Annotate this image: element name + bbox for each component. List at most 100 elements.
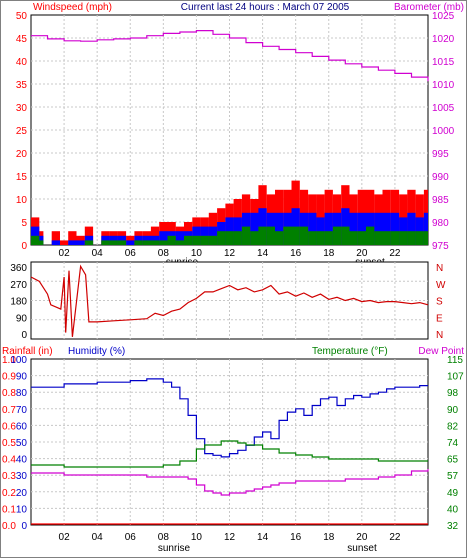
- wind-low-bar: [192, 235, 201, 245]
- rainfall-tick-label: 0.9: [2, 372, 16, 383]
- rain-hum-temp-frame: [30, 358, 429, 526]
- windspeed-tick-label: 25: [16, 126, 28, 137]
- temperature-tick-label: 98: [447, 388, 459, 399]
- rainfall-tick-label: 1.0: [2, 355, 16, 366]
- x-tick-label: 04: [92, 532, 104, 543]
- humidity-tick-label: 40: [16, 455, 28, 466]
- direction-degree-tick: 0: [21, 330, 27, 341]
- wind-low-bar: [332, 226, 342, 245]
- x-tick-label: 18: [323, 532, 335, 543]
- barometer-tick-label: 975: [432, 241, 449, 252]
- direction-degree-tick: 90: [16, 313, 28, 324]
- rainfall-tick-label: 0.7: [2, 405, 16, 416]
- rain-hum-temp-ticks: 0.0 0.1 0.2 0.3 0.4 0.5 0.6 0.7 0.8 0.9 1.0 0 10 20 30…: [2, 355, 464, 543]
- sunrise-label-bottom: sunrise: [158, 543, 191, 554]
- x-tick-label: 16: [290, 532, 302, 543]
- wind-average-bar: [374, 212, 383, 245]
- barometer-tick-label: 1015: [432, 57, 455, 68]
- direction-compass-tick: W: [436, 280, 446, 291]
- x-tick-label: 20: [356, 532, 368, 543]
- temperature-line: [31, 440, 428, 468]
- barometer-tick-label: 990: [432, 172, 449, 183]
- wind-low-bar: [117, 240, 127, 245]
- direction-compass-tick: E: [436, 313, 443, 324]
- barometer-axis-title: Barometer (mb): [394, 2, 464, 13]
- rainfall-tick-label: 0.3: [2, 471, 16, 482]
- x-tick-label: 16: [290, 248, 302, 259]
- x-tick-label: 06: [125, 532, 137, 543]
- x-tick-label: 14: [257, 532, 269, 543]
- rainfall-tick-label: 0.5: [2, 438, 16, 449]
- wind-low-bar: [35, 240, 44, 245]
- rain-hum-temp-plot: [31, 378, 429, 525]
- direction-degree-tick: 270: [10, 280, 27, 291]
- wind-baro-plot: [31, 30, 429, 245]
- temperature-tick-label: 49: [447, 488, 459, 499]
- wind-low-bar: [324, 231, 333, 245]
- x-tick-label: 20: [356, 248, 368, 259]
- wind-low-bar: [84, 240, 94, 245]
- barometer-tick-label: 1005: [432, 103, 455, 114]
- wind-low-bar: [374, 231, 383, 245]
- wind-average-bar: [68, 240, 77, 245]
- wind-low-bar: [399, 231, 408, 245]
- direction-degree-tick: 360: [10, 263, 27, 274]
- windspeed-tick-label: 15: [16, 172, 28, 183]
- windspeed-tick-label: 5: [21, 218, 27, 229]
- windspeed-tick-label: 35: [16, 80, 28, 91]
- temperature-tick-label: 32: [447, 521, 459, 532]
- humidity-tick-label: 80: [16, 388, 28, 399]
- temperature-axis-title: Temperature (°F): [312, 346, 388, 357]
- humidity-tick-label: 50: [16, 438, 28, 449]
- wind-average-bar: [308, 212, 317, 245]
- humidity-tick-label: 20: [16, 488, 28, 499]
- wind-low-bar: [184, 235, 193, 245]
- wind-low-bar: [109, 240, 118, 245]
- wind-average-bar: [349, 212, 358, 245]
- dew-point-axis-title: Dew Point: [418, 346, 464, 357]
- wind-average-bar: [51, 240, 60, 245]
- humidity-tick-label: 90: [16, 372, 28, 383]
- chart-title: Current last 24 hours : March 07 2005: [181, 2, 350, 13]
- direction-compass-tick: N: [436, 330, 443, 341]
- wind-average-bar: [407, 212, 416, 245]
- wind-average-bar: [250, 212, 259, 245]
- humidity-tick-label: 0: [21, 521, 27, 532]
- windspeed-tick-label: 10: [16, 195, 28, 206]
- wind-low-bar: [233, 231, 242, 245]
- wind-average-bar: [324, 212, 333, 245]
- humidity-tick-label: 30: [16, 471, 28, 482]
- barometer-tick-label: 980: [432, 218, 449, 229]
- barometer-tick-label: 985: [432, 195, 449, 206]
- wind-low-bar: [175, 240, 184, 245]
- windspeed-axis-title: Windspeed (mph): [33, 2, 112, 13]
- windspeed-tick-label: 40: [16, 57, 28, 68]
- wind-low-bar: [357, 231, 366, 245]
- wind-low-bar: [316, 231, 325, 245]
- direction-compass-tick: N: [436, 263, 443, 274]
- wind-average-bar: [423, 212, 428, 245]
- x-tick-label: 04: [92, 248, 104, 259]
- direction-grid: [31, 262, 428, 339]
- windspeed-tick-label: 20: [16, 149, 28, 160]
- wind-low-bar: [283, 226, 292, 245]
- rainfall-tick-label: 0.6: [2, 421, 16, 432]
- barometer-tick-label: 1020: [432, 34, 455, 45]
- temperature-tick-label: 65: [447, 455, 459, 466]
- wind-low-bar: [167, 235, 176, 245]
- direction-plot: [30, 264, 429, 337]
- wind-low-bar: [250, 231, 259, 245]
- dew-point-line: [31, 469, 429, 496]
- barometer-tick-label: 995: [432, 149, 449, 160]
- wind-low-bar: [366, 226, 375, 245]
- temperature-tick-label: 115: [447, 355, 463, 366]
- wind-low-bar: [217, 231, 226, 245]
- direction-degree-tick: 180: [10, 297, 27, 308]
- wind-low-bar: [142, 240, 151, 245]
- rainfall-tick-label: 0.0: [2, 521, 16, 532]
- rainfall-tick-label: 0.8: [2, 388, 16, 399]
- wind-low-bar: [349, 231, 358, 245]
- wind-average-bar: [175, 231, 184, 245]
